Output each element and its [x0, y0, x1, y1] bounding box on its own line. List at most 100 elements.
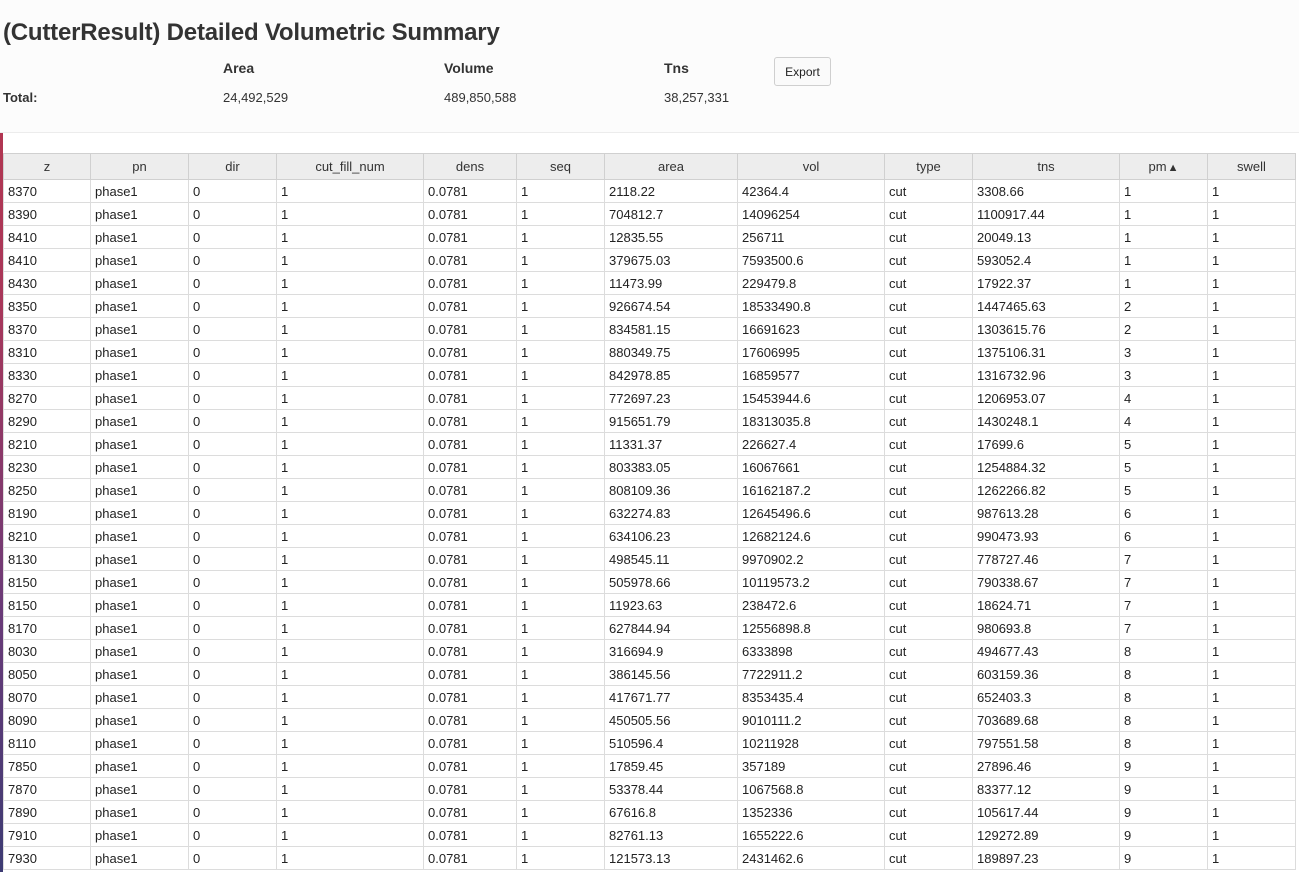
- column-header-label: cut_fill_num: [315, 159, 385, 174]
- table-cell-tns: 980693.8: [972, 616, 1120, 640]
- table-cell-pn: phase1: [90, 317, 189, 341]
- column-header-tns[interactable]: tns: [972, 153, 1120, 180]
- table-cell-z: 8150: [3, 570, 91, 594]
- table-cell-vol: 6333898: [737, 639, 885, 663]
- table-row[interactable]: 8410 phase1 0 1 0.0781 1 379675.03 7593500.6 cut…: [3, 248, 1296, 272]
- table-row[interactable]: 8310 phase1 0 1 0.0781 1 880349.75 17606995 cut 1…: [3, 340, 1296, 364]
- table-cell-vol: 238472.6: [737, 593, 885, 617]
- column-header-vol[interactable]: vol: [737, 153, 885, 180]
- column-header-pm[interactable]: pm▲: [1119, 153, 1208, 180]
- table-cell-seq: 1: [516, 248, 605, 272]
- table-cell-z: 8210: [3, 432, 91, 456]
- table-cell-dir: 0: [188, 777, 277, 801]
- table-cell-vol: 16162187.2: [737, 478, 885, 502]
- table-row[interactable]: 7890 phase1 0 1 0.0781 1 67616.8 1352336 cut 1056…: [3, 800, 1296, 824]
- table-cell-type: cut: [884, 708, 973, 732]
- table-cell-seq: 1: [516, 294, 605, 318]
- table-row[interactable]: 8290 phase1 0 1 0.0781 1 915651.79 18313035.8 cu…: [3, 409, 1296, 433]
- table-cell-cut-fill-num: 1: [276, 248, 424, 272]
- table-cell-type: cut: [884, 179, 973, 203]
- table-cell-seq: 1: [516, 524, 605, 548]
- table-row[interactable]: 8110 phase1 0 1 0.0781 1 510596.4 10211928 cut 79…: [3, 731, 1296, 755]
- table-row[interactable]: 8350 phase1 0 1 0.0781 1 926674.54 18533490.8 cu…: [3, 294, 1296, 318]
- table-row[interactable]: 8190 phase1 0 1 0.0781 1 632274.83 12645496.6 cu…: [3, 501, 1296, 525]
- table-row[interactable]: 8170 phase1 0 1 0.0781 1 627844.94 12556898.8 cu…: [3, 616, 1296, 640]
- table-cell-z: 8170: [3, 616, 91, 640]
- table-cell-z: 8230: [3, 455, 91, 479]
- table-cell-cut-fill-num: 1: [276, 271, 424, 295]
- column-header-dens[interactable]: dens: [423, 153, 517, 180]
- page-title: (CutterResult) Detailed Volumetric Summa…: [3, 19, 500, 46]
- table-cell-swell: 1: [1207, 777, 1296, 801]
- table-cell-dens: 0.0781: [423, 340, 517, 364]
- table-cell-z: 8370: [3, 317, 91, 341]
- column-header-pn[interactable]: pn: [90, 153, 189, 180]
- table-row[interactable]: 8250 phase1 0 1 0.0781 1 808109.36 16162187.2 cu…: [3, 478, 1296, 502]
- table-row[interactable]: 8150 phase1 0 1 0.0781 1 505978.66 10119573.2 cu…: [3, 570, 1296, 594]
- table-cell-type: cut: [884, 639, 973, 663]
- table-row[interactable]: 8210 phase1 0 1 0.0781 1 11331.37 226627.4 cut 17…: [3, 432, 1296, 456]
- table-cell-pm: 6: [1119, 524, 1208, 548]
- table-cell-z: 8270: [3, 386, 91, 410]
- column-header-z[interactable]: z: [3, 153, 91, 180]
- table-row[interactable]: 8070 phase1 0 1 0.0781 1 417671.77 8353435.4 cut…: [3, 685, 1296, 709]
- column-header-area[interactable]: area: [604, 153, 738, 180]
- table-row[interactable]: 8230 phase1 0 1 0.0781 1 803383.05 16067661 cut 1…: [3, 455, 1296, 479]
- table-cell-seq: 1: [516, 731, 605, 755]
- table-row[interactable]: 8370 phase1 0 1 0.0781 1 2118.22 42364.4 cut 3308…: [3, 179, 1296, 203]
- table-cell-vol: 8353435.4: [737, 685, 885, 709]
- table-row[interactable]: 8410 phase1 0 1 0.0781 1 12835.55 256711 cut 2004…: [3, 225, 1296, 249]
- table-cell-seq: 1: [516, 570, 605, 594]
- table-cell-type: cut: [884, 455, 973, 479]
- table-row[interactable]: 8090 phase1 0 1 0.0781 1 450505.56 9010111.2 cut…: [3, 708, 1296, 732]
- table-row[interactable]: 8270 phase1 0 1 0.0781 1 772697.23 15453944.6 cu…: [3, 386, 1296, 410]
- table-row[interactable]: 8030 phase1 0 1 0.0781 1 316694.9 6333898 cut 494…: [3, 639, 1296, 663]
- table-row[interactable]: 8130 phase1 0 1 0.0781 1 498545.11 9970902.2 cut…: [3, 547, 1296, 571]
- table-cell-type: cut: [884, 340, 973, 364]
- table-row[interactable]: 8150 phase1 0 1 0.0781 1 11923.63 238472.6 cut 18…: [3, 593, 1296, 617]
- table-cell-dens: 0.0781: [423, 777, 517, 801]
- table-cell-dir: 0: [188, 432, 277, 456]
- table-cell-vol: 10119573.2: [737, 570, 885, 594]
- table-row[interactable]: 8330 phase1 0 1 0.0781 1 842978.85 16859577 cut 1…: [3, 363, 1296, 387]
- table-cell-type: cut: [884, 731, 973, 755]
- table-cell-area: 450505.56: [604, 708, 738, 732]
- table-cell-pn: phase1: [90, 432, 189, 456]
- table-row[interactable]: 8430 phase1 0 1 0.0781 1 11473.99 229479.8 cut 17…: [3, 271, 1296, 295]
- table-row[interactable]: 7910 phase1 0 1 0.0781 1 82761.13 1655222.6 cut 1…: [3, 823, 1296, 847]
- table-cell-vol: 1352336: [737, 800, 885, 824]
- table-cell-seq: 1: [516, 386, 605, 410]
- table-cell-type: cut: [884, 248, 973, 272]
- column-header-label: type: [916, 159, 941, 174]
- column-header-seq[interactable]: seq: [516, 153, 605, 180]
- table-cell-vol: 18313035.8: [737, 409, 885, 433]
- table-row[interactable]: 7870 phase1 0 1 0.0781 1 53378.44 1067568.8 cut 8…: [3, 777, 1296, 801]
- table-cell-area: 53378.44: [604, 777, 738, 801]
- table-row[interactable]: 8210 phase1 0 1 0.0781 1 634106.23 12682124.6 cu…: [3, 524, 1296, 548]
- export-button[interactable]: Export: [774, 57, 831, 86]
- table-cell-dens: 0.0781: [423, 478, 517, 502]
- results-table-container[interactable]: z pn dir cut_fill_num dens seq area vol …: [3, 153, 1296, 872]
- table-cell-cut-fill-num: 1: [276, 202, 424, 226]
- column-header-swell[interactable]: swell: [1207, 153, 1296, 180]
- table-cell-vol: 15453944.6: [737, 386, 885, 410]
- table-row[interactable]: 7930 phase1 0 1 0.0781 1 121573.13 2431462.6 cut…: [3, 846, 1296, 870]
- table-row[interactable]: 8050 phase1 0 1 0.0781 1 386145.56 7722911.2 cut…: [3, 662, 1296, 686]
- table-cell-cut-fill-num: 1: [276, 409, 424, 433]
- results-table: z pn dir cut_fill_num dens seq area vol …: [3, 153, 1296, 870]
- table-cell-swell: 1: [1207, 432, 1296, 456]
- column-header-cut-fill-num[interactable]: cut_fill_num: [276, 153, 424, 180]
- table-cell-tns: 1254884.32: [972, 455, 1120, 479]
- table-row[interactable]: 8390 phase1 0 1 0.0781 1 704812.7 14096254 cut 11…: [3, 202, 1296, 226]
- column-header-type[interactable]: type: [884, 153, 973, 180]
- table-row[interactable]: 8370 phase1 0 1 0.0781 1 834581.15 16691623 cut 1…: [3, 317, 1296, 341]
- column-header-dir[interactable]: dir: [188, 153, 277, 180]
- table-cell-tns: 27896.46: [972, 754, 1120, 778]
- table-cell-vol: 14096254: [737, 202, 885, 226]
- table-cell-pn: phase1: [90, 386, 189, 410]
- table-cell-dir: 0: [188, 363, 277, 387]
- table-row[interactable]: 7850 phase1 0 1 0.0781 1 17859.45 357189 cut 2789…: [3, 754, 1296, 778]
- table-cell-seq: 1: [516, 340, 605, 364]
- table-cell-pm: 1: [1119, 179, 1208, 203]
- column-header-label: dens: [455, 159, 485, 174]
